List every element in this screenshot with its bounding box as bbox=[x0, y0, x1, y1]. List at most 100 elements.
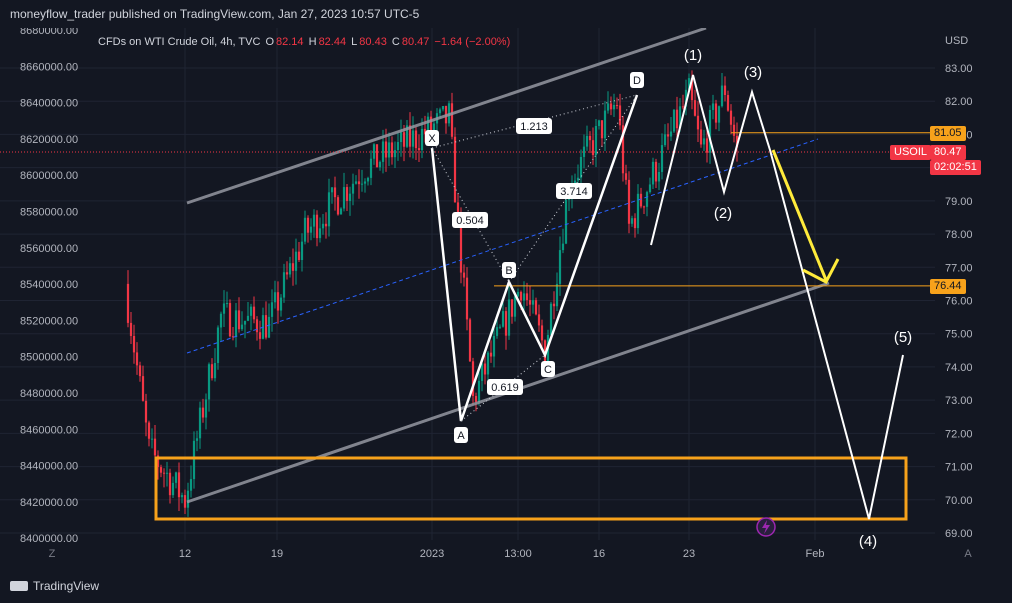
projection-arrow-head bbox=[802, 258, 840, 285]
candle-body bbox=[714, 103, 718, 123]
right-axis-tick-label: 76.00 bbox=[945, 296, 973, 308]
candle-body bbox=[471, 361, 475, 397]
left-axis-tick-label: 8400000.00 bbox=[20, 533, 78, 545]
left-axis-tick-label: 8440000.00 bbox=[20, 461, 78, 473]
wave-label: (2) bbox=[714, 205, 732, 222]
lightning-icon bbox=[762, 520, 770, 534]
right-axis-tick-label: 70.00 bbox=[945, 495, 973, 507]
candle-body bbox=[339, 208, 343, 215]
candle-body bbox=[612, 105, 616, 110]
candle-body bbox=[216, 327, 220, 363]
harmonic-ratio-line bbox=[508, 94, 638, 283]
candle-body bbox=[156, 455, 160, 468]
candle-body bbox=[597, 120, 601, 126]
channel-upper-line bbox=[186, 26, 707, 205]
legend-low-value: 80.43 bbox=[359, 36, 387, 48]
candle-body bbox=[558, 250, 562, 284]
candle-body bbox=[702, 138, 706, 145]
legend-high-label: H bbox=[308, 36, 317, 48]
candle-body bbox=[372, 144, 376, 159]
candle-body bbox=[237, 310, 241, 330]
candle-body bbox=[267, 316, 271, 338]
legend-close-label: C bbox=[391, 36, 400, 48]
candle-body bbox=[504, 311, 508, 336]
candle-body bbox=[690, 78, 694, 101]
tradingview-logo[interactable]: TradingView bbox=[10, 579, 99, 593]
candle-body bbox=[390, 142, 394, 158]
candle-body bbox=[720, 85, 724, 107]
candle-body bbox=[687, 78, 691, 90]
harmonic-ratio-line bbox=[431, 94, 638, 149]
legend-open-value: 82.14 bbox=[276, 36, 304, 48]
left-axis-tick-label: 8660000.00 bbox=[20, 61, 78, 73]
harmonic-ratio-badge bbox=[452, 212, 488, 228]
candle-body bbox=[648, 184, 652, 193]
candle-body bbox=[585, 135, 589, 147]
right-axis-tick-label: 83.00 bbox=[945, 63, 973, 75]
candle-body bbox=[663, 134, 667, 146]
candle-body bbox=[363, 181, 367, 184]
candle-body bbox=[159, 467, 163, 473]
candle-body bbox=[666, 134, 670, 137]
harmonic-point-label: X bbox=[428, 133, 436, 145]
right-axis-tick-label: 71.00 bbox=[945, 462, 973, 474]
candle-body bbox=[627, 179, 631, 224]
left-axis-tick-label: 8500000.00 bbox=[20, 352, 78, 364]
right-axis-tick-label: 69.00 bbox=[945, 528, 973, 540]
right-axis-tick-label: 77.00 bbox=[945, 262, 973, 274]
candle-body bbox=[501, 311, 505, 327]
candle-body bbox=[165, 472, 169, 474]
left-axis-tick-label: 8600000.00 bbox=[20, 170, 78, 182]
left-axis-tick-label: 8680000.00 bbox=[20, 25, 78, 37]
level-upper-tag: 81.05 bbox=[930, 126, 966, 141]
left-axis-tick-label: 8560000.00 bbox=[20, 243, 78, 255]
legend-high-value: 82.44 bbox=[318, 36, 347, 48]
candle-body bbox=[336, 197, 340, 215]
candle-body bbox=[228, 303, 232, 337]
x-axis-tick-label: 12 bbox=[179, 548, 191, 560]
candle-body bbox=[735, 135, 739, 148]
candle-body bbox=[624, 173, 628, 180]
left-axis-tick-label: 8520000.00 bbox=[20, 315, 78, 327]
left-axis-tick-label: 8540000.00 bbox=[20, 279, 78, 291]
candle-body bbox=[669, 131, 673, 137]
candle-body bbox=[717, 106, 721, 123]
candle-body bbox=[153, 438, 157, 456]
candle-body bbox=[432, 123, 436, 131]
last-price-tag: 80.47 bbox=[930, 145, 966, 160]
harmonic-point-label: C bbox=[544, 364, 552, 376]
candle-body bbox=[144, 400, 148, 423]
candle-body bbox=[342, 187, 346, 209]
candle-body bbox=[552, 303, 556, 307]
candle-body bbox=[183, 495, 187, 508]
candle-body bbox=[192, 440, 196, 480]
left-axis-tick-label: 8420000.00 bbox=[20, 497, 78, 509]
candle-body bbox=[351, 183, 355, 194]
channel-mid-line bbox=[186, 138, 819, 354]
candle-body bbox=[129, 322, 133, 336]
harmonic-point-label: B bbox=[505, 265, 512, 277]
candle-body bbox=[225, 303, 229, 305]
candle-body bbox=[369, 158, 373, 178]
legend-symbol: CFDs on WTI Crude Oil, 4h, TVC bbox=[98, 36, 261, 48]
candle-body bbox=[204, 399, 208, 418]
candle-body bbox=[696, 115, 700, 130]
candle-body bbox=[348, 193, 352, 201]
candle-body bbox=[522, 293, 526, 301]
candle-body bbox=[324, 223, 328, 227]
candle-body bbox=[174, 472, 178, 483]
elliott-wave-path bbox=[650, 74, 904, 520]
harmonic-point-label: D bbox=[633, 75, 641, 87]
candle-body bbox=[537, 314, 541, 326]
symbol-tag: USOIL bbox=[890, 145, 932, 160]
left-axis-tick-label: 8480000.00 bbox=[20, 388, 78, 400]
candle-body bbox=[561, 243, 565, 251]
candle-body bbox=[270, 302, 274, 317]
countdown-tag: 02:02:51 bbox=[930, 160, 981, 175]
candle-body bbox=[438, 109, 442, 114]
candle-body bbox=[729, 110, 733, 125]
candle-body bbox=[243, 320, 247, 325]
level-lower-tag: 76.44 bbox=[930, 279, 966, 294]
